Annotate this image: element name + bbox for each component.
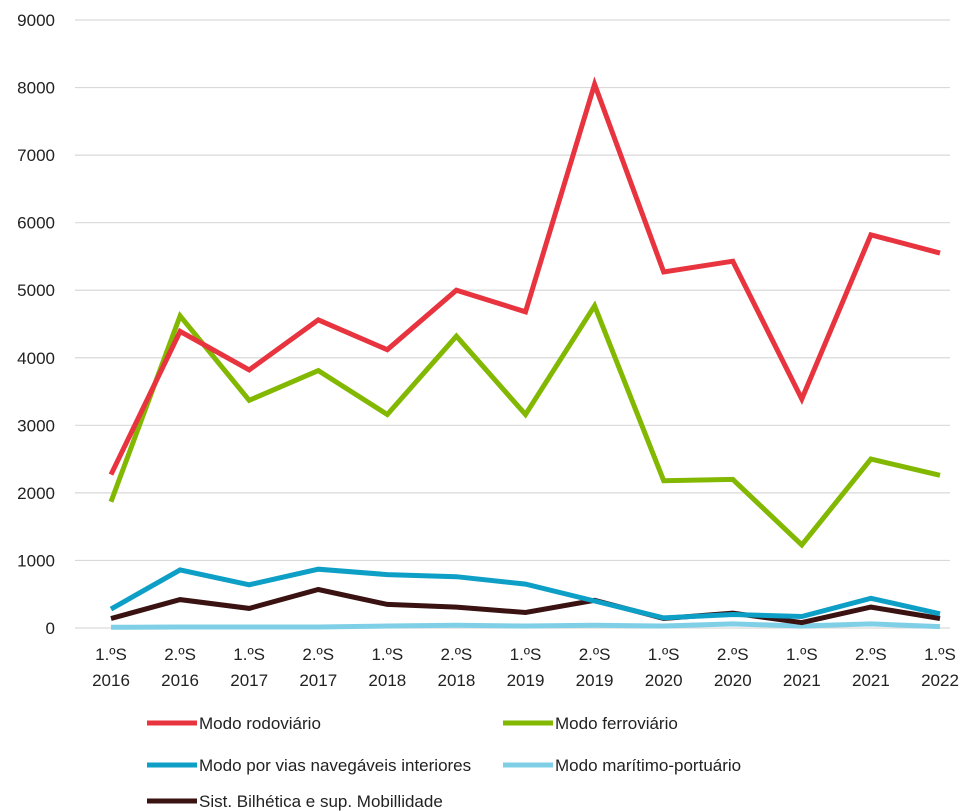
legend-label: Sist. Bilhética e sup. Mobillidade xyxy=(199,792,443,811)
x-tick-label: 2.ºS xyxy=(164,645,196,664)
y-tick-label: 2000 xyxy=(17,484,55,503)
series-line xyxy=(108,300,941,549)
series-line xyxy=(110,586,941,626)
x-tick-label: 2018 xyxy=(368,671,406,690)
series-line xyxy=(109,566,941,621)
x-tick-label: 2021 xyxy=(783,671,821,690)
series-line xyxy=(110,621,941,630)
x-tick-label: 2016 xyxy=(92,671,130,690)
x-tick-label: 2.ºS xyxy=(579,645,611,664)
x-tick-label: 1.ºS xyxy=(510,645,542,664)
x-tick-label: 2016 xyxy=(161,671,199,690)
y-tick-label: 9000 xyxy=(17,11,55,30)
grid-lines xyxy=(75,19,950,629)
y-axis-tick-labels: 0 1000 2000 3000 4000 5000 6000 7000 8000 9000 xyxy=(17,11,55,638)
y-tick-label: 4000 xyxy=(17,349,55,368)
x-tick-label: 1.ºS xyxy=(371,645,403,664)
x-tick-label: 2.ºS xyxy=(302,645,334,664)
legend-label: Modo ferroviário xyxy=(555,714,678,733)
y-tick-label: 8000 xyxy=(17,79,55,98)
x-axis-tick-labels: 1.ºS 2016 2.ºS 2016 1.ºS 2017 2.ºS 2017 1.ºS 2018… xyxy=(92,645,959,690)
y-tick-label: 1000 xyxy=(17,551,55,570)
series-lines xyxy=(108,76,941,630)
x-tick-label: 1.ºS xyxy=(648,645,680,664)
x-tick-label: 1.ºS xyxy=(924,645,956,664)
x-tick-label: 2017 xyxy=(299,671,337,690)
x-tick-label: 1.ºS xyxy=(233,645,265,664)
x-tick-label: 2019 xyxy=(507,671,545,690)
x-tick-label: 2.ºS xyxy=(717,645,749,664)
x-tick-label: 2021 xyxy=(852,671,890,690)
x-tick-label: 2017 xyxy=(230,671,268,690)
y-tick-label: 7000 xyxy=(17,146,55,165)
y-tick-label: 6000 xyxy=(17,214,55,233)
y-tick-label: 5000 xyxy=(17,281,55,300)
x-tick-label: 2022 xyxy=(921,671,959,690)
y-tick-label: 3000 xyxy=(17,416,55,435)
y-tick-label: 0 xyxy=(46,619,55,638)
x-tick-label: 2.ºS xyxy=(855,645,887,664)
legend-label: Modo por vias navegáveis interiores xyxy=(199,756,471,775)
x-tick-label: 1.ºS xyxy=(95,645,127,664)
x-tick-label: 1.ºS xyxy=(786,645,818,664)
series-line xyxy=(108,76,941,476)
legend: Modo rodoviário Modo ferroviário Modo por … xyxy=(147,714,741,811)
x-tick-label: 2018 xyxy=(438,671,476,690)
legend-label: Modo marítimo-portuário xyxy=(555,756,741,775)
x-tick-label: 2.ºS xyxy=(441,645,473,664)
x-tick-label: 2019 xyxy=(576,671,614,690)
x-tick-label: 2020 xyxy=(714,671,752,690)
x-tick-label: 2020 xyxy=(645,671,683,690)
legend-label: Modo rodoviário xyxy=(199,714,321,733)
